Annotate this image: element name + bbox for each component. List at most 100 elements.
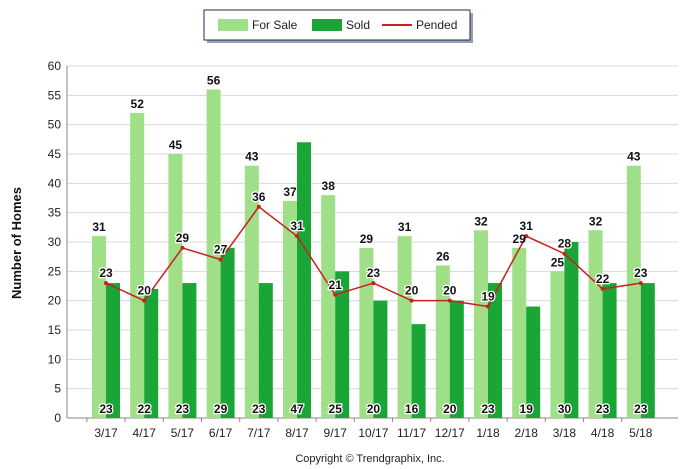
sold-value-label: 23 — [252, 402, 266, 416]
pended-value-label: 22 — [596, 272, 610, 286]
sold-value-label: 23 — [176, 402, 190, 416]
for-sale-value-label: 31 — [398, 220, 412, 234]
for-sale-value-label: 29 — [360, 232, 374, 246]
for-sale-bar — [244, 165, 259, 418]
for-sale-bar — [474, 230, 488, 418]
sold-value-label: 20 — [367, 402, 381, 416]
pended-point — [638, 281, 643, 286]
sold-bar — [144, 288, 159, 418]
for-sale-value-label: 38 — [322, 179, 336, 193]
sold-bar — [526, 306, 541, 418]
y-tick-label: 30 — [48, 235, 62, 249]
for-sale-value-label: 37 — [283, 185, 297, 199]
sold-value-label: 22 — [138, 402, 152, 416]
sold-bar — [373, 300, 388, 418]
pended-value-label: 29 — [176, 231, 190, 245]
x-tick-label: 11/17 — [397, 426, 426, 440]
pended-point — [486, 304, 490, 309]
pended-point — [180, 245, 185, 250]
sold-value-label: 47 — [290, 402, 304, 416]
for-sale-bar — [550, 271, 565, 418]
for-sale-value-label: 29 — [513, 232, 527, 246]
pended-point — [371, 281, 376, 286]
x-tick-label: 5/18 — [629, 426, 653, 440]
for-sale-value-label: 25 — [551, 255, 565, 269]
legend-swatch-for-sale — [218, 19, 248, 31]
sold-value-label: 29 — [214, 402, 228, 416]
sold-value-label: 25 — [329, 402, 343, 416]
pended-value-label: 20 — [443, 284, 457, 298]
pended-point — [295, 234, 299, 239]
for-sale-bar — [512, 247, 527, 418]
y-tick-label: 20 — [48, 294, 62, 308]
for-sale-bar — [206, 89, 221, 418]
sold-bar — [258, 283, 273, 418]
sold-bar — [564, 242, 579, 418]
pended-point — [562, 251, 567, 256]
y-tick-label: 55 — [48, 88, 62, 102]
for-sale-bar — [435, 265, 450, 418]
y-tick-label: 50 — [48, 118, 62, 132]
sold-bar — [488, 283, 502, 418]
y-tick-label: 5 — [54, 382, 61, 396]
pended-value-label: 31 — [290, 219, 304, 233]
x-tick-label: 3/17 — [94, 426, 118, 440]
sold-value-label: 16 — [405, 402, 419, 416]
y-tick-label: 35 — [48, 206, 62, 220]
sold-bar — [182, 283, 197, 418]
pended-point — [524, 234, 529, 239]
legend-swatch-sold — [312, 19, 342, 31]
pended-point — [104, 281, 108, 286]
sold-value-label: 30 — [558, 402, 572, 416]
y-tick-label: 10 — [48, 352, 62, 366]
sold-bar — [220, 247, 235, 418]
pended-value-label: 31 — [520, 219, 534, 233]
for-sale-bar — [397, 236, 412, 418]
for-sale-bar — [588, 230, 603, 418]
for-sale-bar — [283, 200, 297, 418]
for-sale-value-label: 31 — [92, 220, 106, 234]
pended-value-label: 36 — [252, 190, 266, 204]
pended-point — [447, 298, 452, 303]
pended-value-label: 27 — [214, 243, 228, 257]
for-sale-bar — [626, 165, 641, 418]
y-axis-title: Number of Homes — [9, 187, 24, 299]
x-tick-label: 5/17 — [171, 426, 195, 440]
x-tick-label: 10/17 — [358, 426, 388, 440]
x-tick-label: 4/18 — [591, 426, 615, 440]
y-tick-label: 0 — [54, 411, 61, 425]
sold-value-label: 23 — [596, 402, 610, 416]
sold-value-label: 20 — [443, 402, 457, 416]
for-sale-value-label: 52 — [131, 97, 145, 111]
pended-point — [333, 292, 338, 297]
legend-label-sold: Sold — [346, 18, 370, 32]
sold-value-label: 23 — [634, 402, 648, 416]
for-sale-bar — [321, 195, 336, 418]
for-sale-bar — [168, 154, 183, 418]
x-tick-label: 3/18 — [553, 426, 577, 440]
sold-bar — [335, 271, 350, 418]
for-sale-value-label: 43 — [245, 150, 259, 164]
for-sale-value-label: 45 — [169, 138, 183, 152]
x-tick-label: 7/17 — [247, 426, 271, 440]
bars — [92, 89, 655, 418]
pended-value-label: 23 — [634, 266, 648, 280]
pended-value-label: 20 — [405, 284, 419, 298]
pended-value-label: 20 — [138, 284, 152, 298]
y-tick-label: 25 — [48, 264, 62, 278]
for-sale-value-label: 32 — [589, 214, 603, 228]
x-tick-label: 2/18 — [515, 426, 539, 440]
axes: 0 5 10 15 20 25 30 35 40 45 50 55 60 3/17 4/17 5/17 6/17… — [48, 59, 653, 440]
sold-value-label: 19 — [520, 402, 534, 416]
x-tick-label: 4/17 — [133, 426, 157, 440]
pended-point — [142, 298, 147, 303]
pended-point — [409, 298, 414, 303]
x-tick-label: 8/17 — [285, 426, 309, 440]
y-tick-label: 60 — [48, 59, 62, 73]
legend-label-pended: Pended — [416, 18, 457, 32]
for-sale-value-label: 26 — [436, 249, 450, 263]
copyright-credit: Copyright © Trendgraphix, Inc. — [295, 453, 444, 465]
y-tick-label: 45 — [48, 147, 62, 161]
